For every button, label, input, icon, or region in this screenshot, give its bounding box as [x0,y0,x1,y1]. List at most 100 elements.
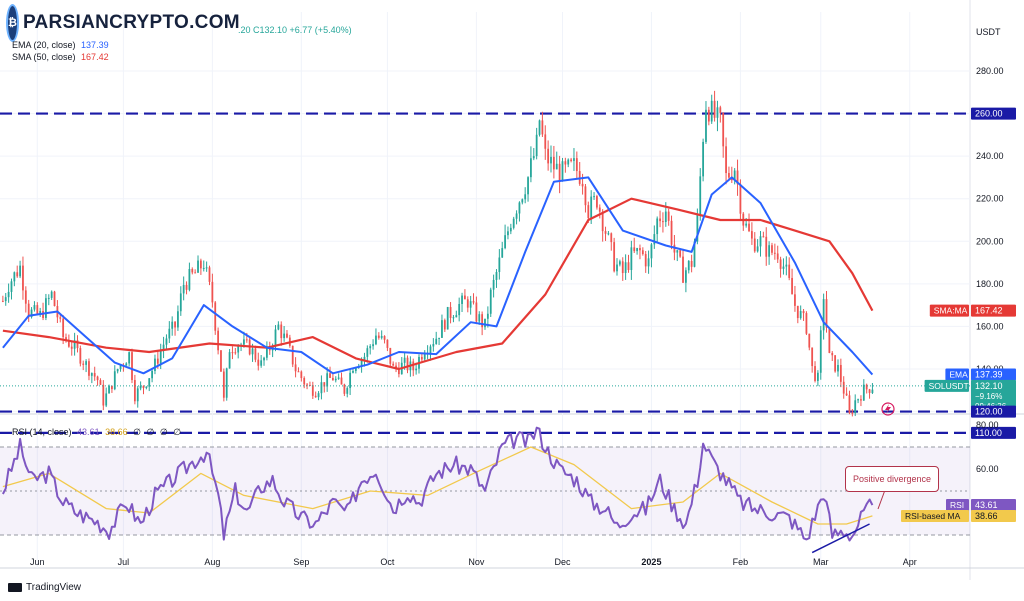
candle-body [119,365,122,370]
candle-body [111,385,113,390]
candle-body [541,120,544,135]
candle-body [604,231,607,234]
candle-body [363,356,366,360]
candle-body [532,156,535,159]
candle-body [791,277,793,295]
candle-body [693,241,696,267]
watermark-text: PARSIANCRYPTO.COM [22,12,240,33]
candle-body [116,369,119,372]
candle-body [550,156,552,164]
candle-body [578,171,581,184]
candle-body [243,339,245,345]
divergence-trendline [811,523,870,554]
candle-body [733,170,736,181]
candle-body [728,173,730,178]
rsi-ma-legend-value: 38.66 [105,427,128,437]
candle-body [105,393,108,406]
candle-body [765,236,768,257]
y-tick-label: 180.00 [976,279,1004,289]
candle-body [489,289,492,314]
ema-legend[interactable]: EMA (20, close) 137.39 [12,40,109,50]
candle-body [575,158,578,172]
candle-body [79,348,82,364]
rsi-y-tick-label: 60.00 [976,464,999,474]
candle-body [133,380,136,402]
candle-body [62,318,65,338]
candle-body [518,202,521,214]
x-tick-label: 2025 [641,557,661,567]
candle-body [205,267,208,269]
candle-body [168,328,171,339]
tradingview-brand[interactable]: TradingView [8,582,81,593]
candle-body [659,218,661,222]
candle-body [644,254,647,267]
candle-body [682,256,684,283]
candle-body [96,376,99,381]
candle-body [403,357,406,363]
rsi-legend-value: 43.61 [77,427,100,437]
candle-body [151,370,154,379]
candle-body [136,388,139,402]
candle-body [154,358,156,371]
price-tag-bg [929,304,969,317]
candle-body [796,305,799,319]
sma-legend[interactable]: SMA (50, close) 167.42 [12,52,109,62]
bitcoin-icon: ₿ [6,4,19,42]
price-axis-label: 132.10 [975,381,1003,391]
candle-body [438,337,440,339]
tradingview-brand-text: TradingView [26,582,82,593]
candle-body [352,370,354,373]
candle-body [653,234,656,245]
candle-body [837,364,839,372]
candle-body [794,294,796,306]
candle-body [435,338,438,344]
candle-body [19,265,21,277]
candle-body [286,333,288,338]
candle-body [1,300,4,302]
candle-body [257,359,260,366]
candle-body [535,134,538,157]
axis-unit-label: USDT [976,27,1001,37]
candle-body [148,378,151,387]
rsi-axis-label-bg [971,499,1016,512]
candle-body [509,227,512,232]
candle-body [45,298,47,318]
candle-body [99,380,102,385]
candle-body [395,365,397,368]
tradingview-logo-icon [8,583,22,592]
candle-body [736,170,739,185]
candle-body [495,272,498,280]
rsi-axis-label: 43.61 [975,500,998,510]
candle-body [372,344,374,347]
candle-body [762,236,765,238]
price-tag-label: SOLUSDT [929,381,969,391]
candle-body [831,352,834,356]
candle-body [492,279,495,290]
candle-body [188,269,191,290]
candle-body [613,242,616,272]
y-tick-label: 160.00 [976,321,1004,331]
rsi-legend[interactable]: RSI (14, close) 43.61 38.66 ∅ ∅ ∅ ∅ [12,427,181,438]
candle-body [156,358,159,364]
candle-body [383,336,386,340]
candle-body [185,284,188,290]
candle-body [745,223,748,226]
candle-body [7,291,10,298]
candle-body [587,205,590,219]
candle-body [802,311,805,314]
candle-body [596,196,598,208]
candle-body [323,382,326,387]
candle-body [283,333,286,339]
candle-body [618,261,621,265]
candle-body [828,327,831,353]
candle-body [854,400,857,413]
rsi-empty-value: ∅ [173,427,182,437]
y-tick-label: 240.00 [976,151,1004,161]
candle-body [291,345,294,365]
candle-body [512,218,515,228]
candle-body [314,395,317,398]
candle-body [788,264,791,278]
candle-body [452,317,455,319]
